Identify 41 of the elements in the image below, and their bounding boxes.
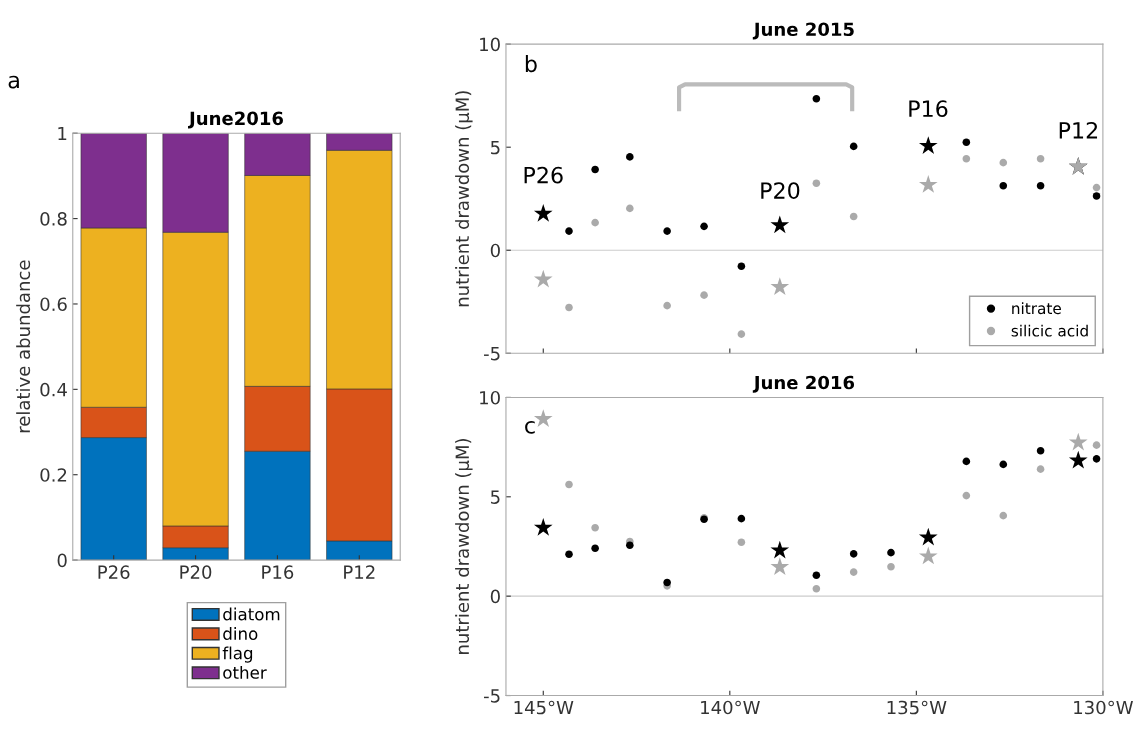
y-tick-label: 0.6 xyxy=(40,297,67,312)
y-axis-title: nutrient drawdown (μM) xyxy=(455,438,473,654)
chart-title: June 2016 xyxy=(752,375,855,393)
y-axis-title: relative abundance xyxy=(16,260,31,433)
legend-label: diatom xyxy=(223,607,280,621)
y-tick-label: 0.2 xyxy=(40,468,67,482)
x-tick-label: 140°W xyxy=(701,700,760,715)
y-tick-label: 0.8 xyxy=(40,212,67,226)
annotation: P26 xyxy=(524,166,563,184)
y-tick-label: 5 xyxy=(491,140,500,155)
legend-label: dino xyxy=(223,627,258,640)
y-tick-label: 0 xyxy=(57,553,67,568)
legend-label: nitrate xyxy=(1012,302,1061,315)
annotation: b xyxy=(525,55,537,73)
legend-label: flag xyxy=(222,646,253,663)
y-tick-label: 0 xyxy=(490,243,500,258)
x-tick-label: 130°W xyxy=(1074,700,1133,715)
x-tick-label: P12 xyxy=(344,565,375,579)
annotation: P20 xyxy=(761,182,800,199)
y-axis-title: nutrient drawdown (μM) xyxy=(455,91,473,307)
y-tick-label: 0.4 xyxy=(40,382,67,397)
annotation: P16 xyxy=(909,100,948,118)
text: a xyxy=(8,75,19,89)
annotation: P12 xyxy=(1059,121,1098,139)
legend-label: silicic acid xyxy=(1011,324,1088,337)
legend-label: other xyxy=(223,665,267,679)
x-tick-label: P26 xyxy=(98,565,130,579)
annotation: c xyxy=(525,420,535,434)
y-tick-label: 10 xyxy=(480,37,500,52)
y-tick-label: 1 xyxy=(58,126,67,141)
y-tick-label: -5 xyxy=(483,689,500,703)
y-tick-label: -5 xyxy=(483,346,500,361)
y-tick-label: 0 xyxy=(490,589,500,604)
y-tick-label: 5 xyxy=(491,490,500,504)
x-tick-label: 145°W xyxy=(514,700,574,715)
x-tick-label: 135°W xyxy=(887,700,947,715)
chart-title: June2016 xyxy=(188,111,283,129)
y-tick-label: 10 xyxy=(480,390,500,405)
x-tick-label: P16 xyxy=(262,565,294,579)
chart-title: June 2015 xyxy=(752,22,854,40)
x-tick-label: P20 xyxy=(180,565,212,579)
